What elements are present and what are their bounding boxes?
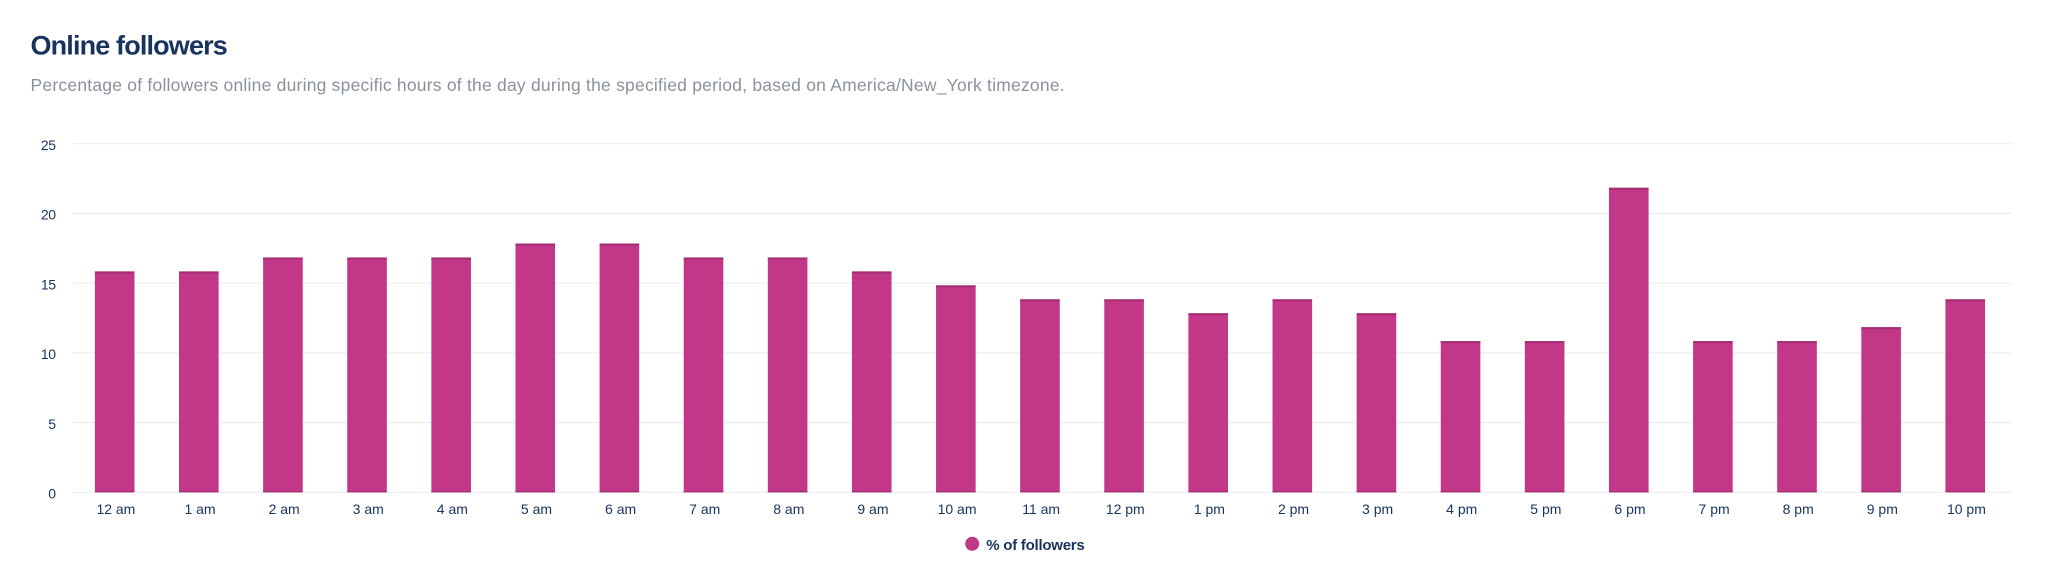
svg-text:10 am: 10 am <box>938 501 977 517</box>
svg-text:5: 5 <box>48 416 56 432</box>
svg-text:5 pm: 5 pm <box>1530 501 1561 517</box>
svg-text:9 pm: 9 pm <box>1867 501 1898 517</box>
svg-text:1 am: 1 am <box>184 501 215 517</box>
svg-text:4 am: 4 am <box>437 501 468 517</box>
svg-text:10 pm: 10 pm <box>1947 501 1986 517</box>
svg-text:% of followers: % of followers <box>986 537 1084 554</box>
svg-text:8 am: 8 am <box>773 501 804 517</box>
svg-text:20: 20 <box>41 207 56 223</box>
svg-text:10: 10 <box>41 346 56 362</box>
svg-text:9 am: 9 am <box>857 501 888 517</box>
svg-text:2 am: 2 am <box>269 501 300 517</box>
svg-text:1 pm: 1 pm <box>1194 501 1225 517</box>
svg-text:6 pm: 6 pm <box>1614 501 1645 517</box>
svg-text:7 pm: 7 pm <box>1699 501 1730 517</box>
svg-text:6 am: 6 am <box>605 501 636 517</box>
svg-text:Percentage of followers online: Percentage of followers online during sp… <box>31 75 1065 96</box>
svg-text:3 am: 3 am <box>353 501 384 517</box>
svg-text:12 pm: 12 pm <box>1106 501 1145 517</box>
svg-text:Online followers: Online followers <box>31 30 227 60</box>
svg-text:7 am: 7 am <box>689 501 720 517</box>
svg-text:15: 15 <box>41 276 56 292</box>
svg-text:2 pm: 2 pm <box>1278 501 1309 517</box>
svg-text:3 pm: 3 pm <box>1362 501 1393 517</box>
svg-text:11 am: 11 am <box>1022 501 1060 517</box>
svg-text:8 pm: 8 pm <box>1783 501 1814 517</box>
svg-text:5 am: 5 am <box>521 501 552 517</box>
svg-text:0: 0 <box>48 486 56 502</box>
svg-text:12 am: 12 am <box>96 501 135 517</box>
svg-text:25: 25 <box>41 137 56 153</box>
svg-text:4 pm: 4 pm <box>1446 501 1477 517</box>
